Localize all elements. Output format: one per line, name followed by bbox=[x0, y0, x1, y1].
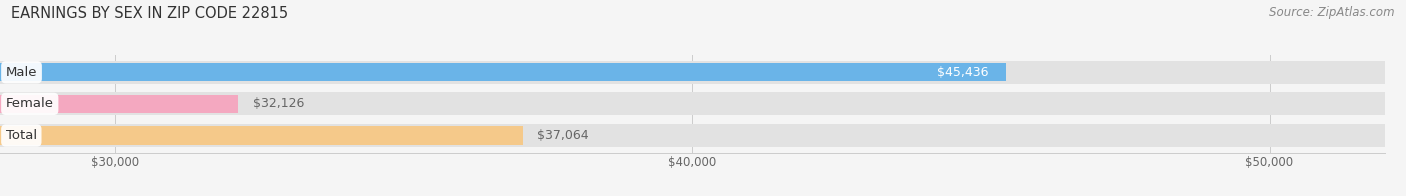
Text: $32,126: $32,126 bbox=[253, 97, 304, 110]
Bar bbox=[0, 95, 238, 113]
Bar bbox=[0, 126, 523, 145]
Text: Source: ZipAtlas.com: Source: ZipAtlas.com bbox=[1270, 6, 1395, 19]
Text: Total: Total bbox=[6, 129, 37, 142]
Bar bbox=[0, 63, 1007, 81]
Text: EARNINGS BY SEX IN ZIP CODE 22815: EARNINGS BY SEX IN ZIP CODE 22815 bbox=[11, 6, 288, 21]
Text: Male: Male bbox=[6, 66, 38, 79]
Bar bbox=[0, 61, 1385, 84]
Text: Female: Female bbox=[6, 97, 53, 110]
Text: $37,064: $37,064 bbox=[537, 129, 589, 142]
Bar bbox=[0, 124, 1385, 147]
Bar bbox=[0, 93, 1385, 115]
Text: $45,436: $45,436 bbox=[938, 66, 988, 79]
